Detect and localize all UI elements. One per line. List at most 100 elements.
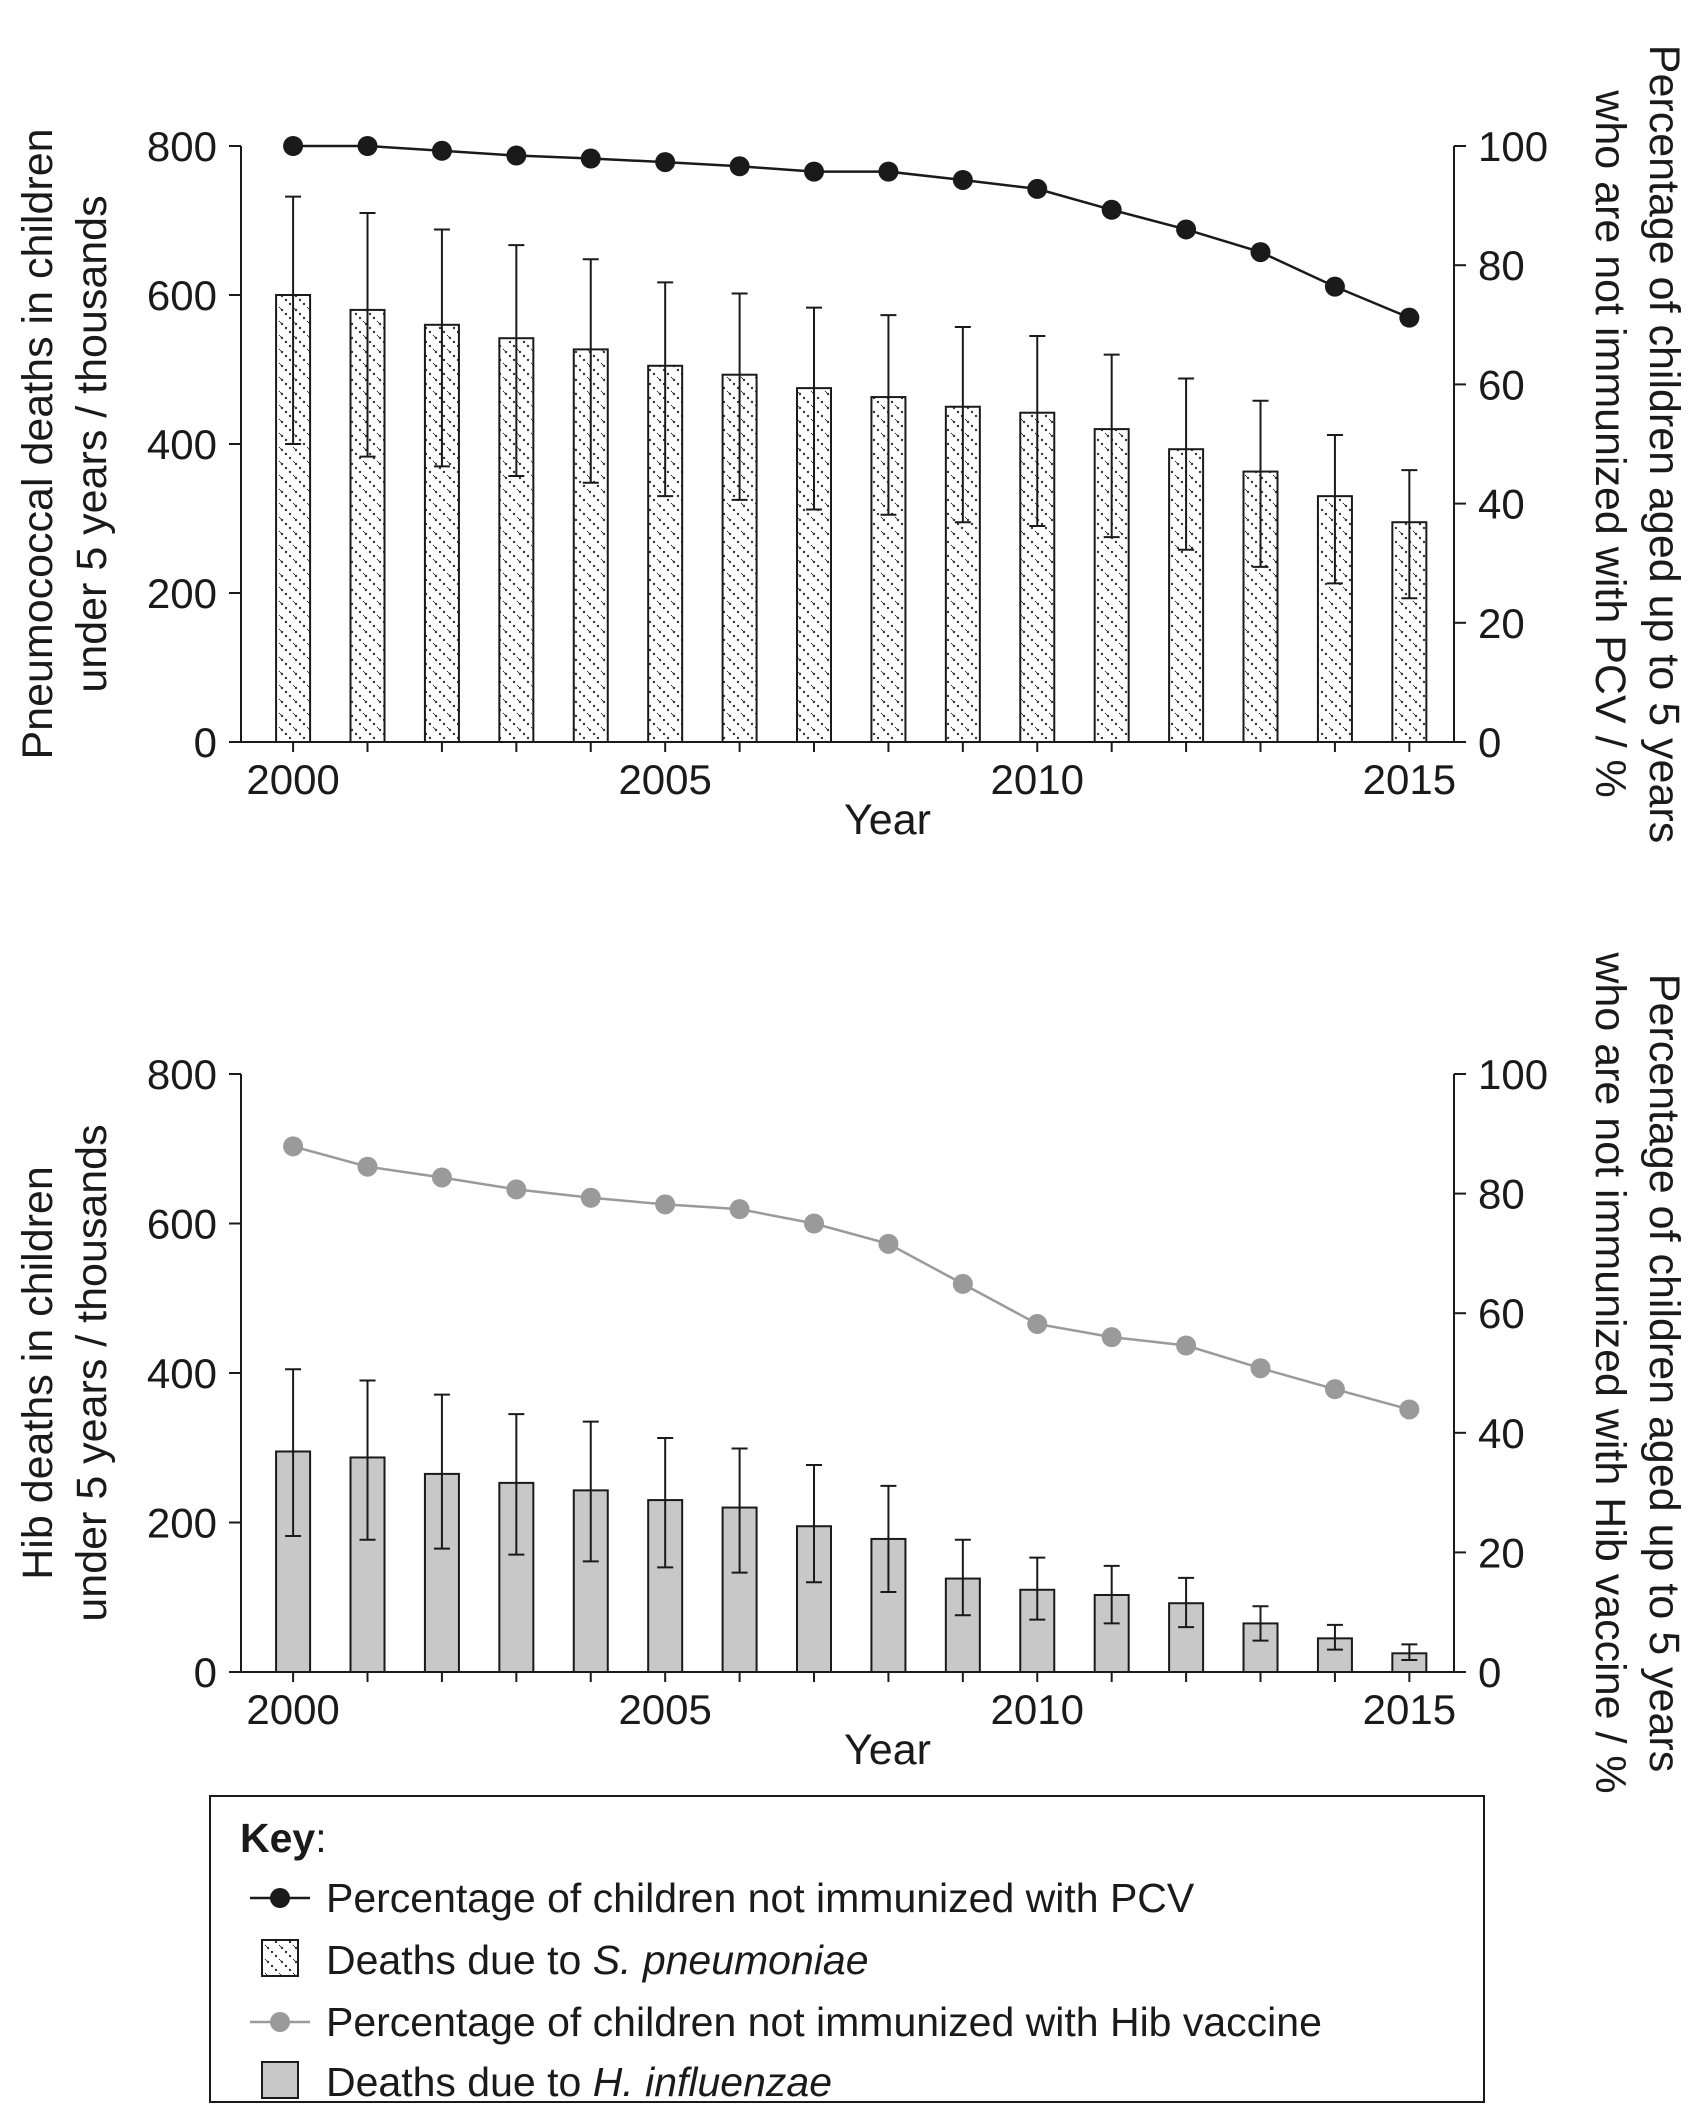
error-bar-1-2009 [954, 1538, 971, 1617]
y2-tick-label-0-80: 80 [1478, 242, 1525, 289]
error-bar-1-2006 [731, 1447, 748, 1574]
error-bar-0-2001 [359, 212, 376, 458]
y2-tick-label-0-0: 0 [1478, 719, 1501, 766]
error-bar-0-2014 [1326, 434, 1343, 585]
x-tick-label-1-2010: 2010 [991, 1686, 1084, 1733]
y-tick-label-0-800: 800 [147, 123, 217, 170]
y-axis-label-0-1: under 5 years / thousands [68, 195, 116, 692]
y-tick-label-1-400: 400 [147, 1350, 217, 1397]
error-bar-0-2003 [508, 244, 525, 478]
line-point-0-2015 [1399, 307, 1420, 328]
error-bar-1-2001 [359, 1379, 376, 1541]
error-bar-1-2012 [1178, 1576, 1195, 1629]
error-bar-0-2015 [1401, 469, 1418, 600]
line-point-0-2014 [1324, 276, 1345, 297]
y-tick-label-0-400: 400 [147, 421, 217, 468]
x-tick-label-1-2005: 2005 [618, 1686, 711, 1733]
key-label-3: Deaths due to H. influenzae [326, 2059, 832, 2105]
y-axis-label-0-0: Pneumococcal deaths in children [14, 128, 62, 759]
line-point-0-2010 [1027, 178, 1048, 199]
y2-tick-label-1-40: 40 [1478, 1410, 1525, 1457]
line-point-0-2002 [431, 140, 452, 161]
line-point-0-2012 [1176, 219, 1197, 240]
key-label-0: Percentage of children not immunized wit… [326, 1875, 1195, 1921]
error-bar-0-2011 [1103, 353, 1120, 539]
x-tick-label-1-2000: 2000 [246, 1686, 339, 1733]
line-point-0-2013 [1250, 242, 1271, 263]
hib-chart: 2000 2005 2010 2015 Year 0 200 400 600 800 0 20 40 60… [14, 951, 1688, 1793]
bar-0-2003 [498, 337, 535, 743]
error-bar-0-2004 [582, 258, 599, 484]
line-point-1-2005 [655, 1194, 676, 1215]
x-tick-label-0-2015: 2015 [1363, 756, 1456, 803]
line-point-1-2010 [1027, 1313, 1048, 1334]
y2-tick-label-0-100: 100 [1478, 123, 1548, 170]
y2-tick-label-0-20: 20 [1478, 600, 1525, 647]
x-tick-label-0-2000: 2000 [246, 756, 339, 803]
error-bar-1-2010 [1029, 1556, 1046, 1621]
y2-tick-label-0-60: 60 [1478, 361, 1525, 408]
line-series-0 [293, 144, 1410, 319]
y-tick-label-0-0: 0 [194, 719, 217, 766]
y2-tick-label-1-60: 60 [1478, 1290, 1525, 1337]
line-point-1-2002 [431, 1167, 452, 1188]
line-point-1-2008 [878, 1233, 899, 1254]
y2-tick-label-1-20: 20 [1478, 1529, 1525, 1576]
line-point-0-2001 [357, 136, 378, 156]
key-box: Key: Percentage of children not immunize… [209, 1795, 1485, 2105]
key-swatch-3 [261, 2061, 299, 2099]
y2-tick-label-0-40: 40 [1478, 481, 1525, 528]
error-bar-0-2000 [285, 195, 302, 445]
error-bar-1-2003 [508, 1413, 525, 1556]
line-point-0-2011 [1101, 199, 1122, 220]
error-bar-1-2000 [285, 1368, 302, 1537]
line-point-0-2000 [283, 136, 304, 156]
x-tick-label-0-2005: 2005 [618, 756, 711, 803]
error-bar-0-2009 [954, 326, 971, 524]
key-marker-2 [270, 2012, 290, 2032]
y2-tick-label-1-100: 100 [1478, 1051, 1548, 1098]
y2-tick-label-1-0: 0 [1478, 1649, 1501, 1696]
line-point-0-2005 [655, 152, 676, 173]
error-bar-1-2004 [582, 1420, 599, 1563]
error-bar-1-2014 [1326, 1623, 1343, 1651]
line-point-0-2006 [729, 156, 750, 177]
key-label-2: Percentage of children not immunized wit… [326, 1999, 1322, 2045]
key-swatch-1 [261, 1939, 299, 1977]
line-point-1-2007 [804, 1213, 825, 1234]
key-item-2: Percentage of children not immunized wit… [250, 1999, 1322, 2045]
error-bar-0-2005 [657, 281, 674, 498]
y2-tick-label-1-80: 80 [1478, 1171, 1525, 1218]
line-point-1-2014 [1324, 1379, 1345, 1400]
line-point-0-2009 [952, 169, 973, 190]
x-tick-label-0-2010: 2010 [991, 756, 1084, 803]
line-point-0-2007 [804, 161, 825, 182]
key-marker-0 [270, 1888, 290, 1908]
y2-axis-label-0-0: Percentage of children aged up to 5 year… [1640, 45, 1688, 843]
key-title: Key: [240, 1815, 327, 1861]
error-bar-0-2010 [1029, 334, 1046, 527]
error-bar-0-2007 [806, 306, 823, 511]
line-point-1-2012 [1176, 1335, 1197, 1356]
error-bar-0-2008 [880, 314, 897, 516]
line-point-1-2009 [952, 1273, 973, 1294]
error-bar-0-2012 [1178, 377, 1195, 551]
pneumococcal-chart: 2000 2005 2010 2015 Year 0 200 400 600 800 0 20 40 60… [14, 45, 1688, 844]
x-tick-label-1-2015: 2015 [1363, 1686, 1456, 1733]
error-bar-0-2006 [731, 292, 748, 501]
y-tick-label-0-600: 600 [147, 272, 217, 319]
line-point-1-2013 [1250, 1358, 1271, 1379]
key-item-3: Deaths due to H. influenzae [261, 2059, 832, 2105]
line-point-1-2003 [506, 1179, 527, 1200]
y-tick-label-1-600: 600 [147, 1201, 217, 1248]
line-point-0-2003 [506, 145, 527, 166]
y2-axis-label-1-1: who are not immunized with Hib vaccine /… [1586, 951, 1634, 1793]
line-point-1-2015 [1399, 1399, 1420, 1420]
line-point-0-2008 [878, 161, 899, 182]
y2-axis-label-1-0: Percentage of children aged up to 5 year… [1640, 974, 1688, 1772]
y2-axis-label-0-1: who are not immunized with PCV / % [1586, 89, 1634, 797]
error-bar-1-2005 [657, 1437, 674, 1569]
y-tick-label-1-800: 800 [147, 1051, 217, 1098]
key-item-1: Deaths due to S. pneumoniae [261, 1937, 869, 1983]
